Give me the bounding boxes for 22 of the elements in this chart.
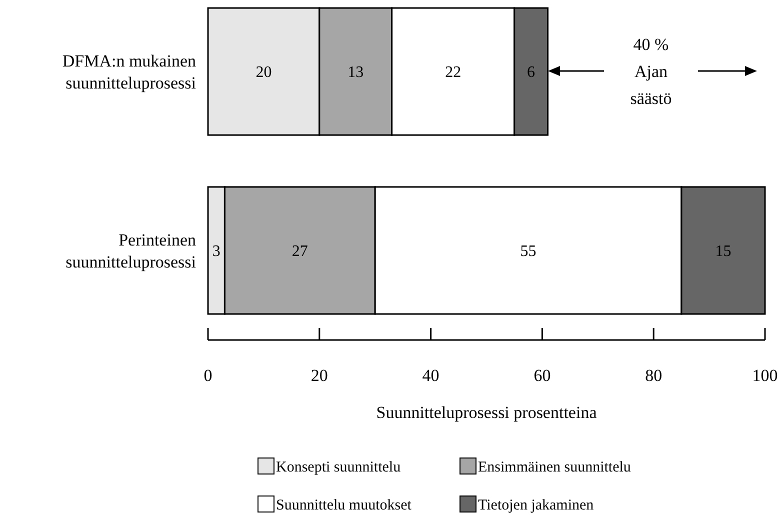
data-label: 20 — [256, 64, 272, 82]
data-label: 13 — [348, 64, 364, 82]
x-tick-label: 60 — [534, 366, 551, 385]
x-tick-label: 100 — [752, 366, 778, 385]
data-label: 6 — [527, 64, 536, 82]
data-label: 3 — [212, 243, 220, 260]
y-tick-label: Perinteinen suunnitteluprosessi — [66, 230, 196, 272]
x-axis-title: Suunnitteluprosessi prosentteina — [376, 402, 598, 422]
legend-label: Suunnittelu muutokset — [276, 497, 412, 514]
y-tick-label: DFMA:n mukainen suunnitteluprosessi — [62, 51, 196, 92]
x-tick-label: 80 — [645, 366, 662, 385]
x-tick-label: 20 — [310, 366, 328, 385]
x-tick-label: 40 — [422, 366, 440, 385]
legend-label: Konsepti suunnittelu — [276, 459, 402, 476]
data-label: 27 — [292, 243, 308, 260]
data-label: 15 — [715, 243, 732, 260]
annotation: 40 % Ajan säästö — [630, 34, 672, 108]
x-tick-label: 0 — [204, 366, 212, 385]
data-label: 55 — [520, 243, 536, 260]
data-label: 22 — [445, 64, 462, 82]
legend-label: Ensimmäinen suunnittelu — [478, 459, 632, 476]
legend-label: Tietojen jakaminen — [478, 497, 594, 514]
